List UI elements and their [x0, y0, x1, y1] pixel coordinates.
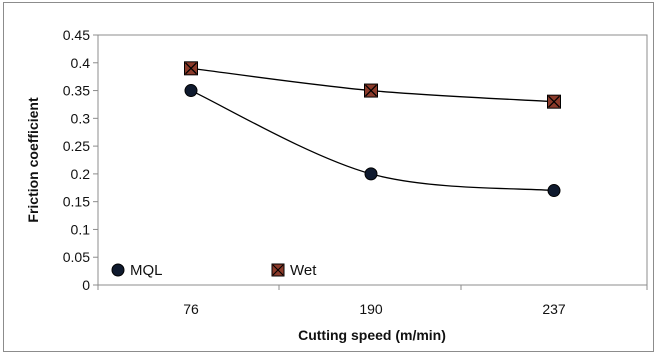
legend-wet-marker	[271, 263, 285, 277]
plot-border	[97, 34, 648, 286]
y-axis: 0 0.05 0.1 0.15 0.2 0.25 0.3 0.35 0.4 0.45	[63, 27, 99, 293]
legend-mql-marker	[111, 263, 125, 277]
y-tick-label: 0.1	[71, 221, 91, 237]
legend-wet-marker-cross-b	[272, 264, 284, 276]
y-tick-label: 0.05	[63, 249, 90, 265]
y-tick-label: 0.45	[63, 27, 90, 43]
y-tick-label: 0	[82, 277, 90, 293]
x-tick-label: 237	[542, 301, 566, 317]
legend-mql-label: MQL	[130, 262, 163, 279]
wet-point-cross-b	[365, 84, 377, 97]
y-tick-label: 0.25	[63, 138, 90, 154]
x-axis-title: Cutting speed (m/min)	[298, 327, 446, 343]
x-tick-label: 76	[183, 301, 199, 317]
wet-point-cross-b	[185, 62, 197, 75]
y-tick-label: 0.3	[71, 110, 91, 126]
legend-wet-label: Wet	[290, 262, 317, 279]
y-tick-label: 0.4	[71, 55, 91, 71]
y-axis-title: Friction coefficient	[25, 97, 41, 223]
y-tick-label: 0.2	[71, 166, 91, 182]
wet-point	[364, 83, 378, 98]
x-tick-label: 190	[359, 301, 383, 317]
y-tick-label: 0.35	[63, 83, 90, 99]
plot-area	[97, 34, 648, 286]
chart-svg: 0 0.05 0.1 0.15 0.2 0.25 0.3 0.35 0.4 0.45 76 190 2…	[25, 27, 648, 343]
x-axis: 76 190 237	[97, 285, 648, 317]
chart-frame: 0 0.05 0.1 0.15 0.2 0.25 0.3 0.35 0.4 0.45 76 190 2…	[3, 2, 654, 352]
series-layer	[184, 61, 561, 198]
mql-point	[364, 167, 378, 181]
legend: MQL Wet	[111, 262, 317, 279]
wet-point-cross-b	[548, 95, 560, 108]
y-tick-label: 0.15	[63, 194, 90, 210]
mql-point	[547, 184, 561, 198]
wet-point	[547, 94, 561, 109]
mql-point	[184, 84, 198, 98]
wet-point	[184, 61, 198, 76]
